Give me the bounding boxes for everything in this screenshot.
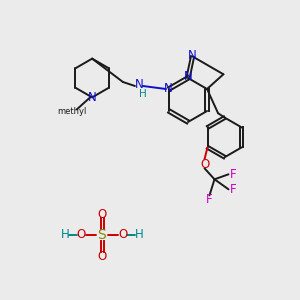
Text: O: O bbox=[200, 158, 209, 171]
Text: O: O bbox=[76, 229, 85, 242]
Text: methyl: methyl bbox=[57, 107, 86, 116]
Text: S: S bbox=[98, 228, 106, 242]
Text: O: O bbox=[118, 229, 127, 242]
Text: H: H bbox=[61, 229, 69, 242]
Text: H: H bbox=[139, 89, 147, 99]
Text: H: H bbox=[135, 229, 143, 242]
Text: N: N bbox=[188, 49, 197, 62]
Text: F: F bbox=[230, 183, 237, 196]
Text: N: N bbox=[184, 70, 192, 83]
Text: N: N bbox=[135, 77, 143, 91]
Text: F: F bbox=[230, 168, 237, 181]
Text: N: N bbox=[164, 82, 172, 95]
Text: O: O bbox=[98, 208, 106, 220]
Text: F: F bbox=[206, 193, 213, 206]
Text: N: N bbox=[88, 91, 97, 104]
Text: O: O bbox=[98, 250, 106, 262]
